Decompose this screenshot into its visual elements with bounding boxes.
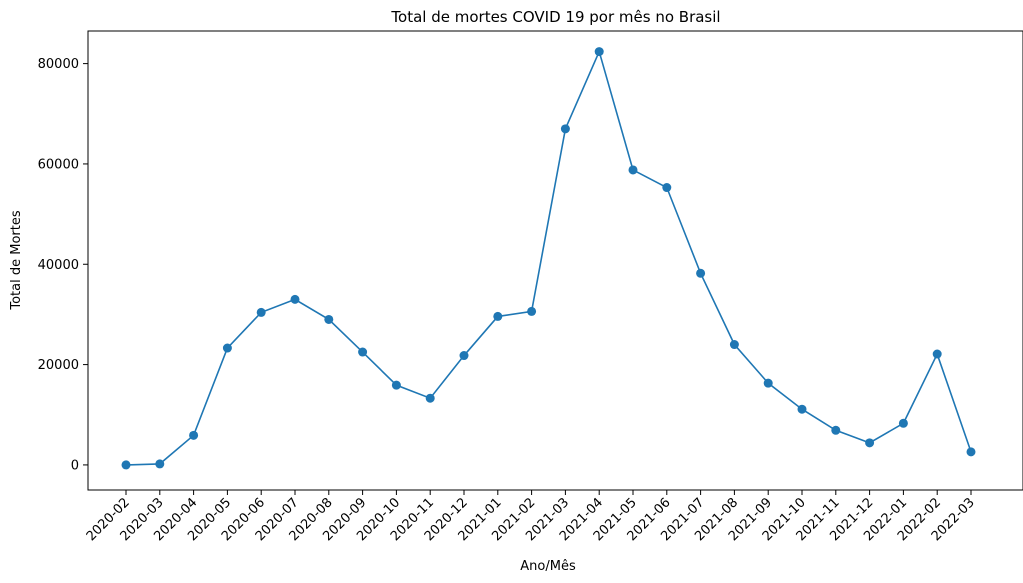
data-point (729, 340, 739, 350)
data-point (527, 306, 537, 316)
data-point (966, 447, 976, 457)
y-tick-label: 80000 (38, 57, 79, 72)
data-point (493, 311, 503, 321)
x-axis-ticks: 2020-022020-032020-042020-052020-062020-… (84, 490, 978, 544)
plot-frame (87, 30, 1023, 491)
data-point (222, 343, 232, 353)
data-point (696, 268, 706, 278)
data-point (425, 393, 435, 403)
data-point (391, 380, 401, 390)
x-axis-label: Ano/Mês (520, 559, 576, 574)
data-point (358, 347, 368, 357)
series-line (125, 49, 972, 466)
y-tick-label: 60000 (38, 157, 79, 172)
series-markers (121, 47, 976, 470)
data-point (662, 183, 672, 193)
data-point (898, 418, 908, 428)
data-point (256, 307, 266, 317)
data-point (932, 349, 942, 359)
y-tick-label: 40000 (38, 258, 79, 273)
data-point (290, 294, 300, 304)
data-point (155, 459, 165, 469)
data-point (121, 460, 131, 470)
y-axis-label: Total de Mortes (9, 210, 24, 310)
y-axis-ticks: 0 20000 40000 60000 80000 (38, 57, 88, 473)
data-point (560, 124, 570, 134)
y-tick-label: 20000 (38, 358, 79, 373)
data-point (459, 351, 469, 361)
data-point (797, 404, 807, 414)
data-point (831, 425, 841, 435)
data-point (594, 47, 604, 57)
data-point (189, 430, 199, 440)
data-point (865, 438, 875, 448)
chart-title: Total de mortes COVID 19 por mês no Bras… (390, 8, 720, 26)
data-point (628, 165, 638, 175)
y-tick-label: 0 (71, 458, 79, 473)
data-point (324, 314, 334, 324)
data-point (763, 378, 773, 388)
